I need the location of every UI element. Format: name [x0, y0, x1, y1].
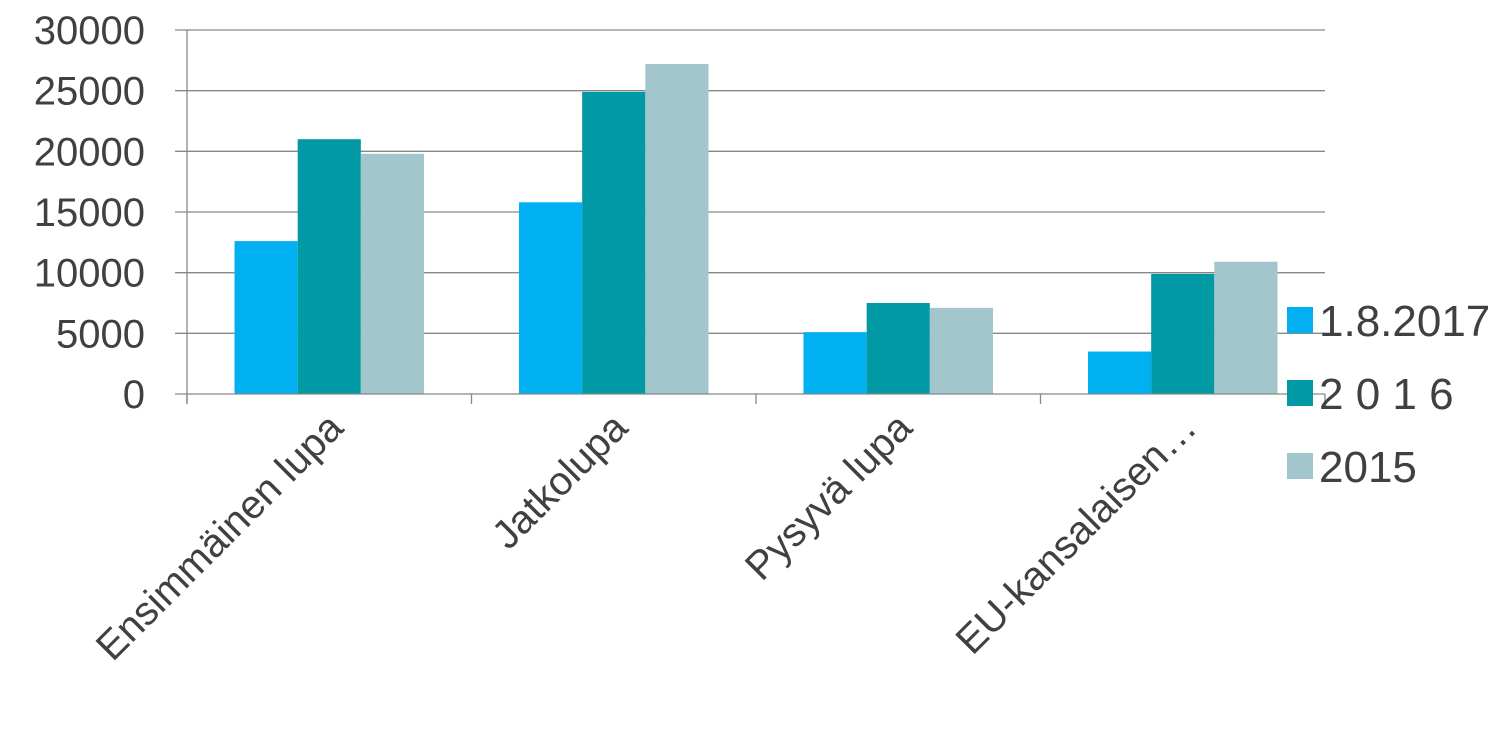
axes — [175, 30, 1326, 404]
x-tick-label: Ensimmäinen lupa — [88, 405, 352, 669]
bar — [297, 139, 361, 394]
legend-label: 2 0 1 6 — [1319, 370, 1454, 419]
bar — [1088, 351, 1152, 394]
bar — [929, 307, 993, 394]
y-tick-label: 15000 — [34, 191, 145, 235]
y-tick-label: 0 — [123, 373, 145, 417]
bar — [519, 202, 583, 394]
y-tick-label: 30000 — [34, 9, 145, 53]
y-tick-label: 25000 — [34, 70, 145, 114]
legend-swatch — [1287, 307, 1313, 333]
bar — [866, 303, 930, 394]
x-tick-label: Pysyvä lupa — [737, 405, 921, 589]
legend-label: 2015 — [1319, 443, 1417, 492]
legend-swatch — [1287, 453, 1313, 479]
legend: 1.8.2017 2 0 1 6 2015 — [1287, 297, 1490, 492]
bar — [582, 91, 646, 394]
bar — [645, 63, 709, 395]
legend-swatch — [1287, 380, 1313, 406]
bar — [803, 332, 867, 394]
y-tick-label: 10000 — [34, 252, 145, 296]
x-tick-labels: Ensimmäinen lupa Jatkolupa Pysyvä lupa EU-k… — [88, 405, 1205, 669]
bar — [1214, 261, 1278, 394]
bar — [360, 153, 424, 394]
legend-label: 1.8.2017 — [1319, 297, 1490, 346]
x-tick-label: EU-kansalaisen… — [948, 405, 1205, 662]
y-tick-labels: 0 5000 10000 15000 20000 25000 30000 — [34, 9, 145, 417]
bar — [1151, 273, 1215, 394]
bar — [234, 241, 298, 394]
x-tick-label: Jatkolupa — [484, 405, 637, 558]
y-tick-label: 5000 — [56, 312, 145, 356]
y-tick-label: 20000 — [34, 130, 145, 174]
bars — [234, 63, 1278, 395]
